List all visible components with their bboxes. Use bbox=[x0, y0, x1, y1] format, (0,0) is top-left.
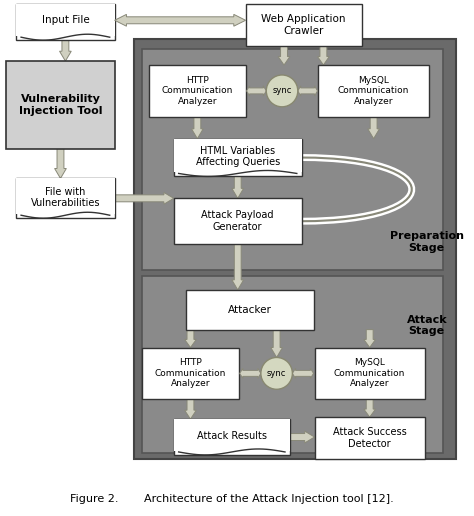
Text: Attack
Stage: Attack Stage bbox=[407, 315, 447, 336]
Bar bbox=[16, 4, 115, 36]
Bar bbox=[173, 419, 290, 455]
Bar bbox=[16, 179, 115, 214]
Polygon shape bbox=[115, 192, 173, 204]
Bar bbox=[315, 347, 425, 399]
Polygon shape bbox=[368, 117, 380, 139]
Bar bbox=[319, 65, 429, 117]
Polygon shape bbox=[184, 330, 196, 347]
Text: MySQL
Communication
Analyzer: MySQL Communication Analyzer bbox=[338, 76, 410, 106]
Bar bbox=[134, 39, 456, 459]
Text: sync: sync bbox=[267, 369, 286, 378]
Polygon shape bbox=[232, 244, 244, 290]
Text: Attack Payload
Generator: Attack Payload Generator bbox=[201, 211, 274, 232]
Bar bbox=[16, 4, 115, 40]
Polygon shape bbox=[318, 46, 329, 65]
Bar bbox=[142, 347, 239, 399]
Text: File with
Vulnerabilities: File with Vulnerabilities bbox=[31, 186, 100, 208]
Bar bbox=[173, 139, 302, 176]
Polygon shape bbox=[115, 14, 246, 26]
Text: Attacker: Attacker bbox=[228, 305, 272, 315]
Circle shape bbox=[266, 75, 298, 107]
Bar bbox=[173, 139, 302, 172]
Text: MySQL
Communication
Analyzer: MySQL Communication Analyzer bbox=[334, 359, 405, 388]
Bar bbox=[185, 290, 314, 330]
Text: Figure 2.: Figure 2. bbox=[70, 494, 119, 504]
Polygon shape bbox=[290, 431, 315, 443]
Bar bbox=[6, 61, 115, 149]
Polygon shape bbox=[298, 86, 318, 96]
Polygon shape bbox=[60, 39, 71, 61]
Text: Input File: Input File bbox=[42, 15, 89, 25]
Text: Attack Success
Detector: Attack Success Detector bbox=[333, 427, 407, 449]
Bar bbox=[142, 49, 443, 270]
Bar bbox=[315, 417, 425, 459]
Polygon shape bbox=[240, 368, 261, 378]
Bar bbox=[16, 179, 115, 218]
Bar bbox=[173, 198, 302, 244]
Bar bbox=[173, 419, 290, 451]
Polygon shape bbox=[364, 330, 375, 347]
Text: Vulnerability
Injection Tool: Vulnerability Injection Tool bbox=[19, 94, 102, 116]
Text: Attack Results: Attack Results bbox=[197, 431, 267, 441]
Polygon shape bbox=[191, 117, 203, 139]
Polygon shape bbox=[232, 175, 244, 198]
Text: Architecture of the Attack Injection tool [12].: Architecture of the Attack Injection too… bbox=[144, 494, 394, 504]
Polygon shape bbox=[55, 149, 66, 179]
Text: HTML Variables
Affecting Queries: HTML Variables Affecting Queries bbox=[196, 146, 280, 167]
Text: sync: sync bbox=[273, 86, 292, 95]
Polygon shape bbox=[292, 368, 314, 378]
Bar bbox=[142, 276, 443, 453]
Polygon shape bbox=[364, 399, 375, 417]
Text: Preparation
Stage: Preparation Stage bbox=[390, 231, 464, 253]
Text: HTTP
Communication
Analyzer: HTTP Communication Analyzer bbox=[162, 76, 233, 106]
Polygon shape bbox=[246, 86, 266, 96]
Polygon shape bbox=[278, 46, 290, 65]
Polygon shape bbox=[271, 330, 283, 358]
Text: HTTP
Communication
Analyzer: HTTP Communication Analyzer bbox=[155, 359, 226, 388]
Bar bbox=[149, 65, 246, 117]
Bar bbox=[246, 4, 362, 46]
Text: Web Application
Crawler: Web Application Crawler bbox=[262, 14, 346, 36]
Polygon shape bbox=[184, 399, 196, 419]
Circle shape bbox=[261, 358, 292, 389]
